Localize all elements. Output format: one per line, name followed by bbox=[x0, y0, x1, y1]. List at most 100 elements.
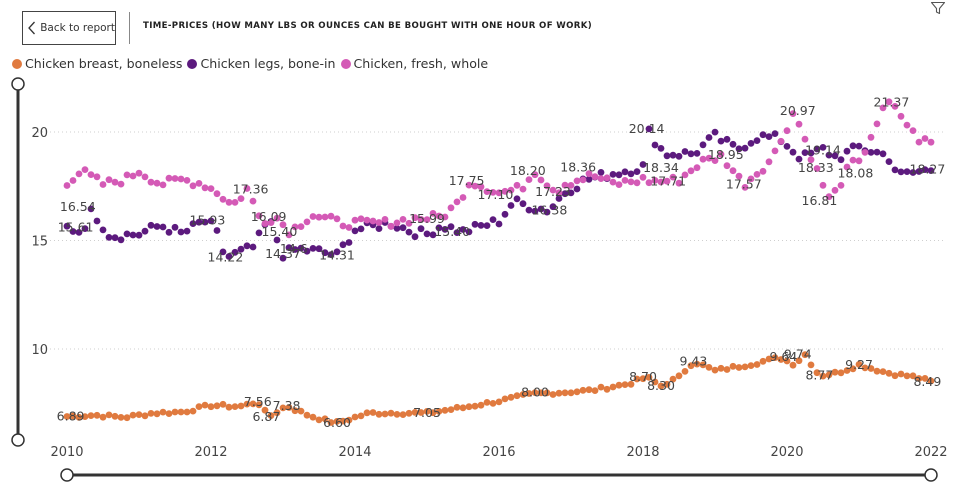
data-point[interactable] bbox=[399, 224, 407, 232]
data-point[interactable] bbox=[477, 401, 485, 409]
data-point[interactable] bbox=[801, 135, 809, 143]
data-point[interactable] bbox=[753, 137, 761, 145]
data-point[interactable] bbox=[435, 224, 443, 232]
data-point[interactable] bbox=[201, 401, 209, 409]
data-point[interactable] bbox=[513, 195, 521, 203]
data-point[interactable] bbox=[609, 383, 617, 391]
data-point[interactable] bbox=[69, 228, 77, 235]
data-point[interactable] bbox=[807, 361, 815, 369]
data-point[interactable] bbox=[597, 175, 605, 183]
data-point[interactable] bbox=[801, 149, 809, 157]
data-point[interactable] bbox=[93, 173, 101, 181]
data-point[interactable] bbox=[699, 361, 707, 369]
data-point[interactable] bbox=[363, 409, 371, 417]
data-point[interactable] bbox=[615, 381, 623, 389]
data-point[interactable] bbox=[99, 181, 107, 188]
data-point[interactable] bbox=[243, 400, 251, 408]
data-point[interactable] bbox=[519, 185, 527, 193]
data-point[interactable] bbox=[321, 249, 329, 257]
data-point[interactable] bbox=[273, 214, 281, 222]
data-point[interactable] bbox=[171, 223, 179, 231]
data-point[interactable] bbox=[177, 408, 185, 416]
data-point[interactable] bbox=[153, 410, 161, 418]
data-point[interactable] bbox=[105, 234, 113, 241]
data-point[interactable] bbox=[459, 404, 467, 412]
data-point[interactable] bbox=[783, 143, 791, 150]
data-point[interactable] bbox=[219, 248, 227, 256]
data-point[interactable] bbox=[693, 164, 701, 172]
data-point[interactable] bbox=[243, 185, 251, 192]
data-point[interactable] bbox=[171, 175, 179, 182]
data-point[interactable] bbox=[621, 177, 629, 184]
data-point[interactable] bbox=[69, 177, 77, 184]
data-point[interactable] bbox=[927, 138, 935, 146]
data-point[interactable] bbox=[309, 245, 317, 252]
data-point[interactable] bbox=[195, 180, 203, 187]
data-point[interactable] bbox=[789, 361, 797, 369]
data-point[interactable] bbox=[699, 155, 707, 163]
data-point[interactable] bbox=[729, 140, 737, 148]
data-point[interactable] bbox=[645, 179, 653, 187]
data-point[interactable] bbox=[285, 404, 293, 411]
data-point[interactable] bbox=[651, 177, 659, 184]
data-point[interactable] bbox=[825, 371, 833, 379]
data-point[interactable] bbox=[273, 236, 281, 244]
data-point[interactable] bbox=[855, 142, 863, 150]
data-point[interactable] bbox=[507, 186, 515, 194]
data-point[interactable] bbox=[747, 362, 755, 369]
data-point[interactable] bbox=[831, 186, 839, 194]
data-point[interactable] bbox=[123, 230, 131, 238]
data-point[interactable] bbox=[471, 220, 479, 228]
data-point[interactable] bbox=[255, 212, 263, 220]
data-point[interactable] bbox=[873, 148, 881, 156]
data-point[interactable] bbox=[843, 163, 851, 171]
data-point[interactable] bbox=[123, 171, 131, 179]
data-point[interactable] bbox=[369, 217, 377, 225]
data-point[interactable] bbox=[177, 228, 185, 236]
data-point[interactable] bbox=[903, 168, 911, 176]
data-point[interactable] bbox=[747, 140, 755, 147]
data-point[interactable] bbox=[561, 190, 569, 198]
data-point[interactable] bbox=[783, 127, 791, 135]
data-point[interactable] bbox=[189, 220, 197, 228]
data-point[interactable] bbox=[351, 216, 359, 224]
data-point[interactable] bbox=[771, 354, 779, 361]
data-point[interactable] bbox=[633, 168, 641, 176]
data-point[interactable] bbox=[909, 372, 917, 380]
data-point[interactable] bbox=[489, 216, 497, 224]
data-point[interactable] bbox=[387, 222, 395, 230]
data-point[interactable] bbox=[657, 382, 665, 390]
data-point[interactable] bbox=[249, 243, 257, 251]
data-point[interactable] bbox=[789, 148, 797, 156]
data-point[interactable] bbox=[237, 195, 245, 203]
data-point[interactable] bbox=[273, 409, 281, 417]
data-point[interactable] bbox=[843, 367, 851, 374]
data-point[interactable] bbox=[519, 391, 527, 398]
data-point[interactable] bbox=[393, 219, 401, 227]
data-point[interactable] bbox=[777, 356, 785, 363]
data-point[interactable] bbox=[261, 406, 269, 414]
data-point[interactable] bbox=[75, 413, 83, 421]
data-point[interactable] bbox=[423, 216, 431, 224]
data-point[interactable] bbox=[909, 169, 917, 176]
data-point[interactable] bbox=[63, 182, 71, 189]
data-point[interactable] bbox=[687, 167, 695, 175]
filter-icon[interactable] bbox=[930, 0, 946, 15]
data-point[interactable] bbox=[813, 145, 821, 153]
data-point[interactable] bbox=[531, 389, 539, 396]
data-point[interactable] bbox=[297, 223, 305, 231]
data-point[interactable] bbox=[195, 403, 203, 410]
data-point[interactable] bbox=[483, 399, 491, 406]
data-point[interactable] bbox=[465, 228, 473, 236]
data-point[interactable] bbox=[357, 225, 365, 233]
data-point[interactable] bbox=[147, 221, 155, 229]
data-point[interactable] bbox=[729, 167, 737, 175]
data-point[interactable] bbox=[549, 203, 557, 211]
data-point[interactable] bbox=[831, 152, 839, 160]
data-point[interactable] bbox=[879, 368, 887, 375]
data-point[interactable] bbox=[879, 104, 887, 112]
data-point[interactable] bbox=[447, 204, 455, 212]
data-point[interactable] bbox=[705, 154, 713, 162]
data-point[interactable] bbox=[183, 177, 191, 184]
data-point[interactable] bbox=[327, 251, 335, 258]
